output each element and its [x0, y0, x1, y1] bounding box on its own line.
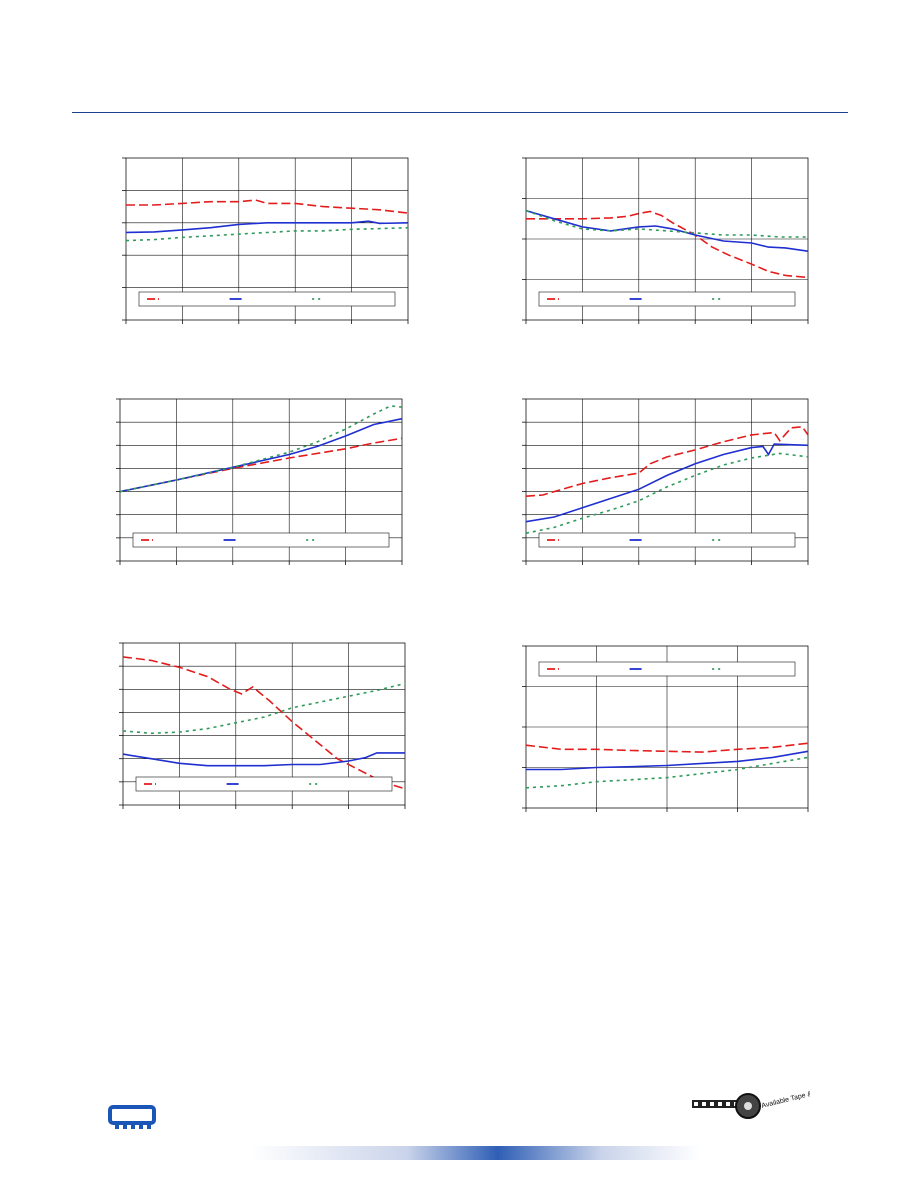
- legend-box: [132, 532, 390, 548]
- series-blue-solid-line: [122, 752, 405, 767]
- chart-svg: [119, 642, 406, 809]
- chart-middle-right: [518, 393, 818, 568]
- legend-box: [135, 776, 393, 792]
- series-red-dashed-line: [126, 199, 409, 214]
- series-blue-solid-line: [525, 443, 809, 523]
- series-red-dashed-line: [526, 210, 809, 279]
- chart-svg: [122, 157, 409, 324]
- chart-top-left: [118, 152, 418, 327]
- header-rule: [72, 112, 848, 113]
- legend-box: [538, 661, 796, 677]
- memory-module-icon: [108, 1105, 158, 1131]
- series-green-dotted-line: [525, 452, 809, 534]
- stamp-text: Available Tape & Reel: [761, 1088, 810, 1110]
- series-blue-solid-line: [119, 417, 403, 493]
- footer-gradient-bar: [250, 1146, 700, 1160]
- series-green-dotted-line: [122, 682, 406, 735]
- chart-svg: [522, 645, 809, 812]
- series-red-dashed-line: [525, 742, 809, 753]
- chart-svg: [522, 157, 809, 324]
- series-blue-solid-line: [525, 209, 809, 252]
- legend-box: [538, 532, 796, 548]
- legend-box: [538, 291, 796, 307]
- legend: [135, 776, 393, 792]
- tape-and-reel-stamp-icon: Available Tape & Reel: [690, 1087, 829, 1124]
- legend: [538, 661, 796, 677]
- chart-bottom-right: [518, 640, 818, 815]
- series-green-dotted-line: [525, 756, 809, 789]
- chart-middle-left: [112, 393, 412, 568]
- series-blue-solid-line: [526, 750, 809, 771]
- legend: [538, 291, 796, 307]
- series-red-dashed-line: [525, 425, 809, 497]
- legend: [538, 532, 796, 548]
- series-red-dashed-line: [122, 656, 406, 790]
- chart-bottom-left: [115, 637, 415, 812]
- legend: [138, 291, 396, 307]
- legend-box: [138, 291, 396, 307]
- chart-top-right: [518, 152, 818, 327]
- chart-svg: [522, 398, 809, 565]
- series-blue-solid-line: [125, 220, 409, 234]
- chart-svg: [116, 398, 403, 565]
- series-green-dotted-line: [525, 209, 808, 238]
- legend: [132, 532, 390, 548]
- series-green-dotted-line: [125, 226, 409, 242]
- series-green-dotted-line: [119, 405, 403, 493]
